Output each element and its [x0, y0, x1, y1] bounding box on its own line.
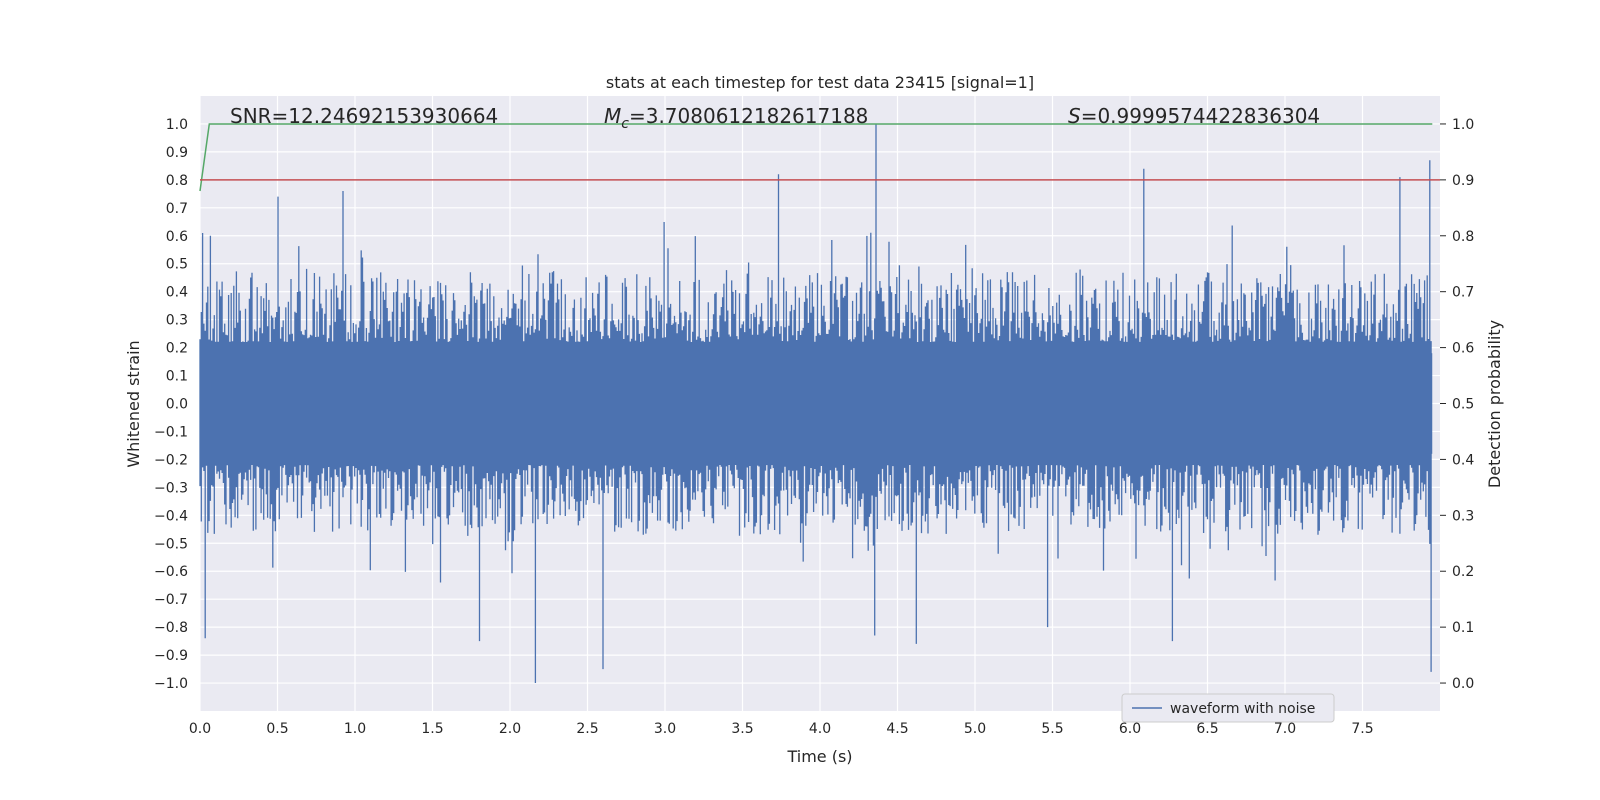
y-tick-label: 0.3 [166, 313, 188, 329]
waveform-series [199, 124, 1433, 683]
y-tick-label: −0.4 [154, 508, 188, 524]
y-tick-label: −0.9 [154, 648, 188, 664]
x-tick-label: 6.5 [1196, 721, 1218, 737]
x-tick-label: 0.0 [189, 721, 211, 737]
x-tick-label: 1.0 [344, 721, 366, 737]
y2-axis-ticks: 1.0 0.9 0.8 0.7 0.6 0.5 0.4 0.3 0.2 0.1 0.0 [1440, 117, 1474, 692]
legend-box [1121, 693, 1335, 723]
y-tick-label: 1.0 [166, 117, 188, 133]
score-annotation: S=0.9999574422836304 [1068, 104, 1320, 128]
y-tick-label: 0.4 [166, 285, 188, 301]
x-tick-label: 7.5 [1351, 721, 1373, 737]
x-tick-label: 6.0 [1119, 721, 1141, 737]
y2-tick-label: 0.2 [1452, 564, 1474, 580]
y-axis-title: Whitened strain [124, 340, 143, 467]
y2-tick-label: 0.8 [1452, 229, 1474, 245]
x-tick-label: 4.0 [809, 721, 831, 737]
x-tick-label: 3.0 [654, 721, 676, 737]
x-tick-label: 2.5 [576, 721, 598, 737]
chirp-mass-subscript: c [621, 116, 629, 132]
legend-label: waveform with noise [1170, 701, 1315, 717]
y-tick-label: 0.2 [166, 341, 188, 357]
score-value: =0.9999574422836304 [1081, 104, 1320, 128]
y-tick-label: −0.1 [154, 424, 188, 440]
y-tick-label: −0.2 [154, 452, 188, 468]
x-tick-label: 5.0 [964, 721, 986, 737]
y2-tick-label: 0.9 [1452, 173, 1474, 189]
x-tick-label: 7.0 [1274, 721, 1296, 737]
waveform-line [199, 124, 1432, 683]
y-tick-label: −0.3 [154, 480, 188, 496]
y2-tick-label: 0.0 [1452, 676, 1474, 692]
y-tick-label: 0.1 [166, 369, 188, 385]
y-tick-label: 0.8 [166, 173, 188, 189]
probability-lines [199, 123, 1440, 192]
x-tick-label: 0.5 [266, 721, 288, 737]
y-tick-label: 0.6 [166, 229, 188, 245]
snr-annotation: SNR=12.24692153930664 [230, 104, 498, 128]
y-tick-label: −0.5 [154, 536, 188, 552]
x-tick-label: 4.5 [886, 721, 908, 737]
y-tick-label: 0.9 [166, 145, 188, 161]
y2-tick-label: 0.4 [1452, 452, 1474, 468]
y-tick-label: −0.8 [154, 620, 188, 636]
y2-tick-label: 0.3 [1452, 508, 1474, 524]
x-tick-label: 2.0 [499, 721, 521, 737]
x-tick-label: 5.5 [1041, 721, 1063, 737]
y2-tick-label: 0.5 [1452, 397, 1474, 413]
y-tick-label: −1.0 [154, 676, 188, 692]
chirp-mass-annotation: Mc=3.7080612182617188 [604, 104, 868, 132]
y2-tick-label: 1.0 [1452, 117, 1474, 133]
x-axis-title: Time (s) [786, 747, 852, 766]
y2-tick-label: 0.6 [1452, 341, 1474, 357]
detection-probability-line [199, 123, 1433, 192]
y-axis-ticks: 1.0 0.9 0.8 0.7 0.6 0.5 0.4 0.3 0.2 0.1 0.0 −0.1 −0.… [154, 117, 188, 692]
y2-tick-label: 0.1 [1452, 620, 1474, 636]
chirp-mass-value: =3.7080612182617188 [629, 104, 868, 128]
x-axis-ticks: 0.0 0.5 1.0 1.5 2.0 2.5 3.0 3.5 4.0 4.5 5.0 5.5 6.0 6… [189, 721, 1374, 737]
y2-tick-label: 0.7 [1452, 285, 1474, 301]
score-symbol: S [1068, 104, 1081, 128]
y-tick-label: 0.7 [166, 201, 188, 217]
y2-axis-title: Detection probability [1485, 320, 1504, 488]
y-tick-label: 0.0 [166, 397, 188, 413]
y-tick-label: −0.6 [154, 564, 188, 580]
x-tick-label: 3.5 [731, 721, 753, 737]
legend: waveform with noise [1121, 693, 1335, 723]
y-tick-label: −0.7 [154, 592, 188, 608]
y-tick-label: 0.5 [166, 257, 188, 273]
chirp-mass-symbol: M [604, 104, 621, 128]
chart-title: stats at each timestep for test data 234… [606, 73, 1034, 92]
x-tick-label: 1.5 [421, 721, 443, 737]
